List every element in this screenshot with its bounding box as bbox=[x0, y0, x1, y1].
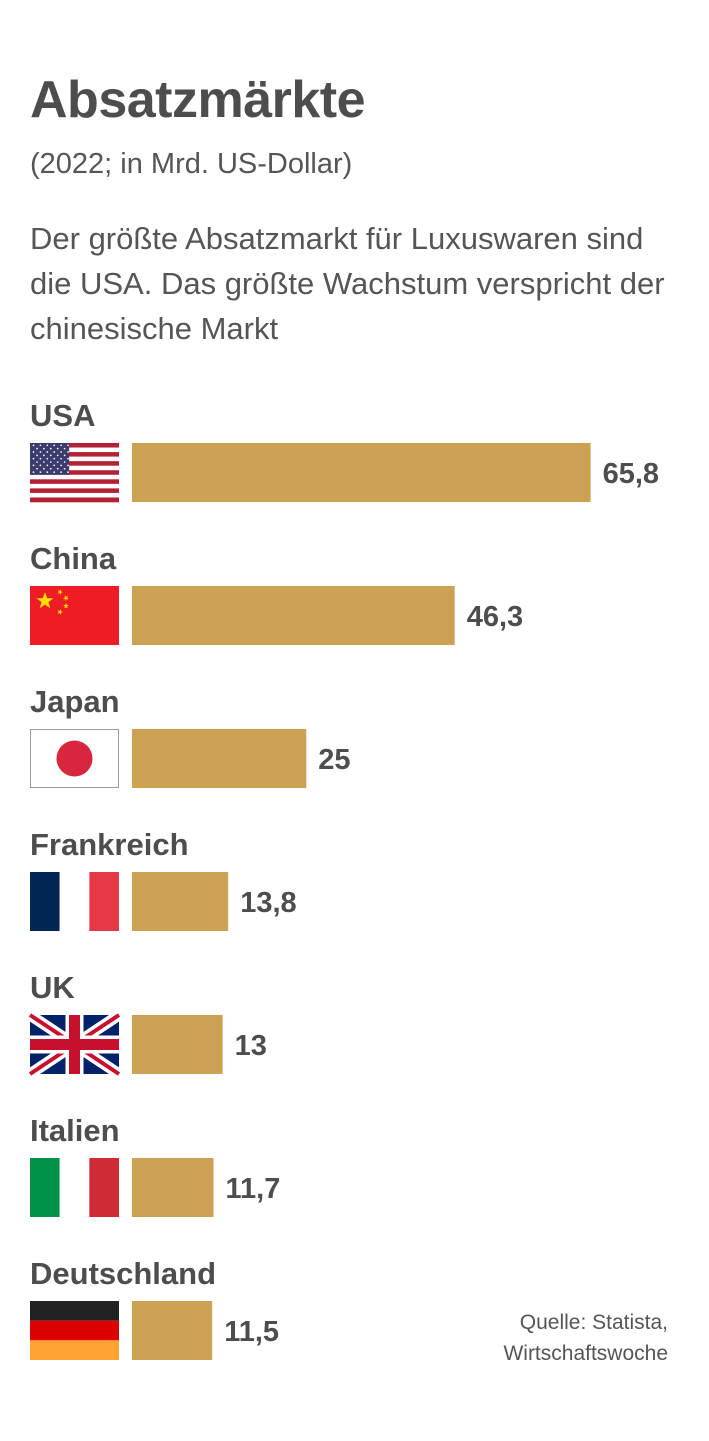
china-flag-icon bbox=[30, 586, 119, 645]
category-label: Frankreich bbox=[30, 827, 189, 862]
chart-description: Der größte Absatzmarkt für Luxuswaren si… bbox=[30, 221, 665, 346]
value-label: 13 bbox=[235, 1030, 267, 1062]
source-line-1: Quelle: Statista, bbox=[519, 1311, 668, 1334]
bar bbox=[132, 443, 591, 502]
china-big-star bbox=[36, 592, 54, 609]
usa-flag-icon bbox=[30, 443, 119, 503]
china-small-star bbox=[57, 589, 63, 595]
source-line-2: Wirtschaftswoche bbox=[503, 1342, 668, 1365]
china-small-star bbox=[57, 609, 63, 615]
value-label: 11,5 bbox=[224, 1316, 279, 1348]
bar bbox=[132, 1301, 213, 1360]
value-label: 65,8 bbox=[603, 458, 659, 490]
category-label: Japan bbox=[30, 684, 120, 719]
value-label: 13,8 bbox=[240, 887, 296, 919]
value-label: 11,7 bbox=[226, 1173, 281, 1205]
category-label: Deutschland bbox=[30, 1256, 216, 1291]
france-flag-icon bbox=[30, 872, 119, 931]
bar bbox=[132, 872, 229, 931]
category-label: Italien bbox=[30, 1113, 120, 1148]
japan-flag-icon bbox=[30, 729, 119, 788]
china-small-star bbox=[63, 595, 69, 601]
category-label: China bbox=[30, 541, 117, 576]
bar bbox=[132, 1158, 214, 1217]
value-label: 46,3 bbox=[467, 601, 523, 633]
chart-subtitle: (2022; in Mrd. US-Dollar) bbox=[30, 148, 353, 180]
bar bbox=[132, 1015, 223, 1074]
bar bbox=[132, 729, 307, 788]
value-label: 25 bbox=[318, 744, 350, 776]
italy-flag-icon bbox=[30, 1158, 119, 1217]
category-label: USA bbox=[30, 398, 95, 433]
uk-flag-icon bbox=[26, 1010, 123, 1079]
germany-flag-icon bbox=[30, 1301, 119, 1360]
chart-title: Absatzmärkte bbox=[30, 71, 366, 129]
bar bbox=[132, 586, 455, 645]
category-label: UK bbox=[30, 970, 75, 1005]
china-small-star bbox=[63, 603, 69, 609]
source-note: Quelle: Statista, Wirtschaftswoche bbox=[503, 1307, 668, 1369]
